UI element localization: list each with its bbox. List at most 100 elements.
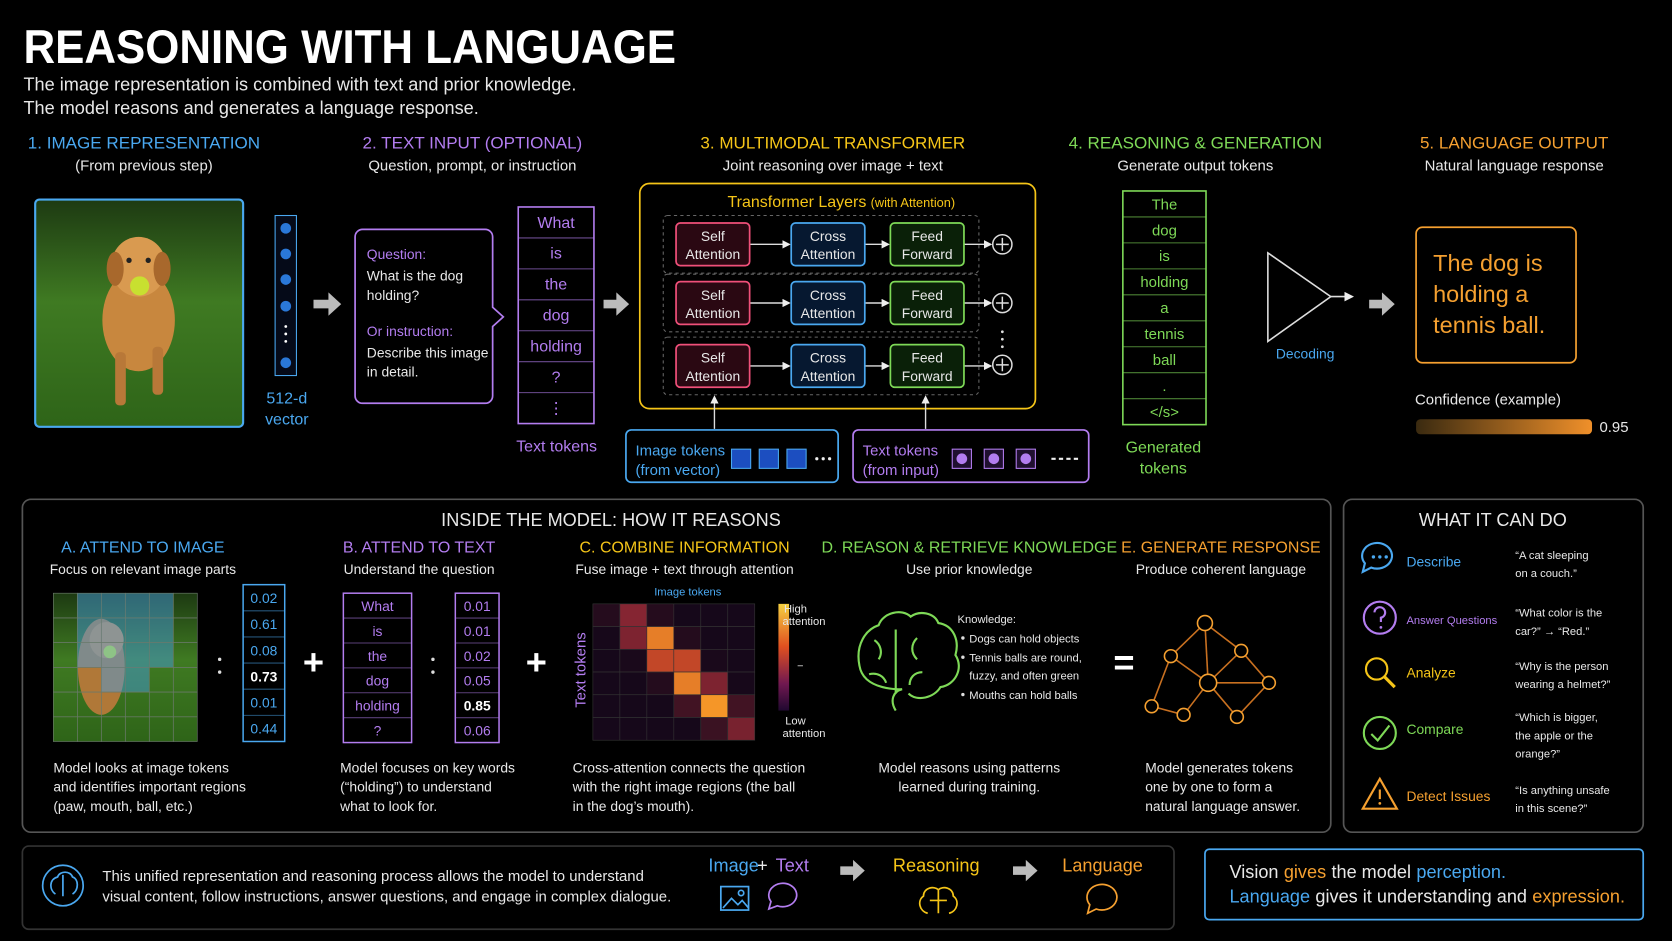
image-patch bbox=[124, 592, 150, 619]
pipeline-image-tokens: (from vector) bbox=[636, 462, 721, 479]
pipeline-tokens: is bbox=[1159, 248, 1170, 265]
ellipsis-part bbox=[821, 457, 825, 461]
inside-panels-title: B. ATTEND TO TEXT bbox=[343, 540, 496, 557]
inside-panels-low-label: attention bbox=[783, 728, 826, 740]
inside-panels-high-label: High bbox=[784, 603, 807, 615]
footer-icon-part bbox=[719, 885, 750, 911]
pipeline-tokens: the bbox=[545, 277, 567, 294]
footer-text: This unified representation and reasonin… bbox=[102, 868, 644, 885]
ellipsis-part bbox=[1000, 330, 1004, 334]
embedding-vector-part-part bbox=[284, 332, 288, 336]
statement-box bbox=[1204, 848, 1645, 921]
image-patch bbox=[148, 617, 174, 643]
residual-add bbox=[992, 233, 1013, 376]
inside-panels-knowledge-title: Knowledge: bbox=[958, 614, 1016, 626]
inside-panels-knowledge: Dogs can hold objects bbox=[969, 633, 1079, 645]
pipeline-subtitle: (From previous step) bbox=[75, 158, 213, 175]
heatmap-cell bbox=[727, 717, 756, 741]
flow-arrow-part bbox=[313, 292, 342, 316]
heatmap-colorbar-part bbox=[778, 603, 790, 711]
footer-frame bbox=[21, 845, 1175, 931]
heatmap-cell bbox=[619, 648, 648, 673]
capabilities-items-example: “Is anything unsafe bbox=[1515, 785, 1610, 797]
heatmap-cell bbox=[727, 648, 756, 673]
capability-icon-part-part bbox=[1384, 555, 1388, 559]
ellipsis-part bbox=[815, 457, 819, 461]
token-column bbox=[517, 206, 595, 425]
pipeline-layers: Attention bbox=[685, 368, 740, 384]
colon-part bbox=[431, 657, 435, 662]
inside-panels-description: (paw, mouth, ball, etc.) bbox=[53, 798, 192, 814]
pipeline-tokens: ball bbox=[1153, 352, 1176, 369]
network-icon-part-part bbox=[1144, 699, 1159, 714]
layer-frame-part bbox=[662, 336, 980, 396]
footer-icon-part bbox=[767, 882, 798, 911]
pipeline-output: holding a bbox=[1433, 281, 1529, 307]
heatmap-cell bbox=[592, 626, 621, 650]
inside-panels-words: dog bbox=[366, 673, 389, 689]
capability-icon-part bbox=[1362, 715, 1397, 751]
capability-icon-part bbox=[1379, 625, 1383, 629]
capability-icon-part bbox=[1364, 657, 1389, 681]
heatmap-cell bbox=[646, 694, 675, 718]
capability-icon-part bbox=[1370, 724, 1391, 743]
heatmap-cell bbox=[673, 717, 702, 741]
layer-frame-part bbox=[662, 214, 980, 274]
image-patch bbox=[148, 592, 174, 619]
inside-panels-description: what to look for. bbox=[339, 798, 437, 814]
heatmap-cell bbox=[592, 603, 621, 627]
footer-flow-plus: + bbox=[757, 856, 768, 876]
capabilities-items-example: orange?” bbox=[1515, 748, 1560, 760]
image-patch bbox=[100, 617, 126, 643]
pipeline-tokens: </s> bbox=[1150, 404, 1179, 421]
pipeline-layers: Feed bbox=[911, 350, 943, 366]
heatmap-cell bbox=[646, 626, 675, 650]
pipeline-tokens: dog bbox=[1152, 222, 1177, 239]
inside-panels-description: Model focuses on key words bbox=[340, 759, 515, 775]
footer-flow-text: Text bbox=[776, 856, 809, 876]
inside-panels-weights: 0.06 bbox=[464, 722, 491, 738]
inside-panels-title: C. COMBINE INFORMATION bbox=[580, 540, 790, 557]
text-token-dot-part bbox=[956, 453, 968, 465]
layer-block bbox=[790, 222, 866, 267]
capability-icon-part bbox=[1373, 606, 1387, 622]
footer-arrow-part bbox=[840, 859, 865, 882]
brain-icon bbox=[857, 611, 960, 712]
statement-part: gives it understanding and bbox=[1315, 887, 1527, 907]
layer-block bbox=[675, 222, 751, 267]
inside-frame bbox=[21, 498, 1332, 834]
pipeline-output: The dog is bbox=[1433, 250, 1542, 276]
pipeline-subtitle: Natural language response bbox=[1425, 158, 1604, 175]
image-patch bbox=[124, 617, 150, 643]
inside-panels-weights: 0.01 bbox=[464, 623, 491, 639]
heatmap-cell bbox=[619, 671, 648, 696]
image-patch bbox=[124, 667, 150, 693]
pipeline-layers: Self bbox=[701, 287, 725, 303]
header-title: REASONING WITH LANGUAGE bbox=[23, 21, 676, 73]
heatmap-cell bbox=[619, 626, 648, 650]
embedding-vector bbox=[274, 214, 297, 377]
capabilities-items-example: “A cat sleeping bbox=[1515, 550, 1588, 562]
image-patch bbox=[100, 592, 126, 619]
inside-panels-x-label: Image tokens bbox=[654, 586, 722, 598]
inside-panels-weights: 0.01 bbox=[464, 598, 491, 614]
inside-panels-words: is bbox=[372, 623, 382, 639]
decoder-part bbox=[1267, 251, 1333, 343]
capability-icon-part bbox=[1378, 801, 1382, 805]
pipeline-layers: Attention bbox=[801, 246, 856, 262]
image-token-part bbox=[786, 448, 807, 469]
pipeline-question-label: Question: bbox=[367, 246, 426, 262]
inside-panels-description: and identifies important regions bbox=[53, 779, 246, 795]
pipeline-tokens: What bbox=[537, 215, 575, 232]
pipeline-tokens: . bbox=[1162, 378, 1166, 395]
layers-title: Transformer Layers (with Attention) bbox=[728, 194, 956, 211]
footer-text: visual content, follow instructions, ans… bbox=[102, 889, 671, 906]
embedding-vector-part bbox=[280, 222, 292, 369]
ellipsis-part bbox=[828, 457, 832, 461]
inside-operators: + bbox=[526, 641, 547, 682]
pipeline-layers: Cross bbox=[810, 287, 846, 303]
pipeline-title: 4. REASONING & GENERATION bbox=[1069, 133, 1322, 152]
attention-image-part bbox=[103, 645, 117, 659]
inside-panels-subtitle: Understand the question bbox=[344, 561, 495, 577]
